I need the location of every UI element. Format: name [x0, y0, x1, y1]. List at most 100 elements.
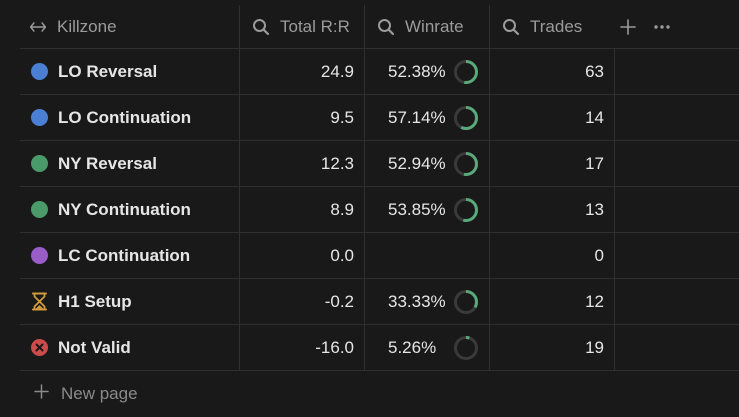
trades-cell[interactable]: 14	[490, 95, 615, 140]
trades-cell[interactable]: 19	[490, 325, 615, 370]
winrate-ring	[453, 59, 479, 85]
trades-cell[interactable]: 13	[490, 187, 615, 232]
trades-value: 17	[585, 153, 604, 173]
total-rr-value: -0.2	[324, 291, 354, 311]
total-rr-value: 24.9	[320, 61, 354, 81]
trades-value: 19	[585, 337, 604, 357]
search-icon	[252, 18, 270, 36]
table-row[interactable]: NY Continuation 8.9 53.85% 13	[20, 187, 739, 233]
trades-cell[interactable]: 63	[490, 49, 615, 94]
new-page-button[interactable]: New page	[20, 371, 739, 417]
winrate-value: 57.14%	[388, 107, 446, 127]
arrows-horizontal-icon	[29, 18, 47, 36]
trades-value: 0	[594, 245, 604, 265]
table-header: Killzone Total R:R Winrate Trades	[20, 5, 739, 49]
empty-cell	[615, 279, 739, 324]
empty-cell	[615, 187, 739, 232]
x-circle-icon	[31, 339, 48, 356]
total-rr-cell[interactable]: 12.3	[240, 141, 365, 186]
winrate-cell[interactable]: 52.38%	[365, 49, 490, 94]
table-row[interactable]: Not Valid -16.0 5.26% 19	[20, 325, 739, 371]
winrate-value: 52.38%	[388, 61, 446, 81]
killzone-cell[interactable]: NY Continuation	[20, 187, 240, 232]
winrate-value: 33.33%	[388, 291, 446, 311]
trades-value: 13	[585, 199, 604, 219]
total-rr-value: 9.5	[330, 107, 354, 127]
hourglass-icon	[31, 292, 48, 311]
search-icon	[502, 18, 520, 36]
winrate-cell[interactable]	[365, 233, 490, 278]
killzone-name: Not Valid	[58, 337, 131, 357]
killzone-cell[interactable]: Not Valid	[20, 325, 240, 370]
blue-dot	[31, 63, 48, 80]
column-header-winrate[interactable]: Winrate	[365, 5, 490, 48]
column-header-total-rr[interactable]: Total R:R	[240, 5, 365, 48]
total-rr-value: -16.0	[315, 337, 354, 357]
winrate-ring	[453, 335, 479, 361]
green-dot	[31, 201, 48, 218]
plus-icon[interactable]	[619, 18, 637, 36]
trades-cell[interactable]: 12	[490, 279, 615, 324]
plus-icon	[34, 384, 49, 404]
winrate-cell[interactable]: 5.26%	[365, 325, 490, 370]
total-rr-value: 0.0	[330, 245, 354, 265]
green-dot	[31, 155, 48, 172]
winrate-cell[interactable]: 52.94%	[365, 141, 490, 186]
trades-value: 12	[585, 291, 604, 311]
header-actions	[615, 5, 735, 48]
winrate-ring	[453, 289, 479, 315]
total-rr-cell[interactable]: -0.2	[240, 279, 365, 324]
more-icon[interactable]	[653, 18, 671, 36]
killzone-cell[interactable]: LO Continuation	[20, 95, 240, 140]
search-icon	[377, 18, 395, 36]
trades-value: 63	[585, 61, 604, 81]
empty-cell	[615, 325, 739, 370]
winrate-ring	[453, 197, 479, 223]
trades-cell[interactable]: 0	[490, 233, 615, 278]
column-header-killzone[interactable]: Killzone	[20, 5, 240, 48]
winrate-cell[interactable]: 57.14%	[365, 95, 490, 140]
winrate-cell[interactable]: 53.85%	[365, 187, 490, 232]
table-row[interactable]: NY Reversal 12.3 52.94% 17	[20, 141, 739, 187]
winrate-ring	[453, 105, 479, 131]
empty-cell	[615, 141, 739, 186]
trades-cell[interactable]: 17	[490, 141, 615, 186]
killzone-name: LC Continuation	[58, 245, 191, 265]
total-rr-cell[interactable]: 9.5	[240, 95, 365, 140]
table-body: LO Reversal 24.9 52.38% 63 LO Continuation 9.…	[20, 49, 739, 371]
column-header-label: Total R:R	[280, 16, 350, 36]
empty-cell	[615, 49, 739, 94]
killzone-cell[interactable]: LC Continuation	[20, 233, 240, 278]
winrate-value: 52.94%	[388, 153, 446, 173]
column-header-label: Trades	[530, 16, 583, 36]
killzone-name: NY Reversal	[58, 153, 157, 173]
table-row[interactable]: LC Continuation 0.0 0	[20, 233, 739, 279]
column-header-trades[interactable]: Trades	[490, 5, 615, 48]
killzone-cell[interactable]: NY Reversal	[20, 141, 240, 186]
empty-cell	[615, 95, 739, 140]
table-row[interactable]: LO Reversal 24.9 52.38% 63	[20, 49, 739, 95]
database-table: Killzone Total R:R Winrate Trades	[20, 5, 739, 417]
table-row[interactable]: LO Continuation 9.5 57.14% 14	[20, 95, 739, 141]
killzone-cell[interactable]: H1 Setup	[20, 279, 240, 324]
killzone-name: H1 Setup	[58, 291, 132, 311]
total-rr-value: 12.3	[320, 153, 354, 173]
killzone-cell[interactable]: LO Reversal	[20, 49, 240, 94]
killzone-name: LO Continuation	[58, 107, 192, 127]
total-rr-cell[interactable]: 0.0	[240, 233, 365, 278]
new-page-label: New page	[61, 384, 138, 403]
winrate-ring	[453, 151, 479, 177]
winrate-cell[interactable]: 33.33%	[365, 279, 490, 324]
total-rr-cell[interactable]: 24.9	[240, 49, 365, 94]
trades-value: 14	[585, 107, 604, 127]
table-row[interactable]: H1 Setup -0.2 33.33% 12	[20, 279, 739, 325]
blue-dot	[31, 109, 48, 126]
total-rr-cell[interactable]: -16.0	[240, 325, 365, 370]
winrate-value: 5.26%	[388, 337, 437, 357]
purple-dot	[31, 247, 48, 264]
total-rr-cell[interactable]: 8.9	[240, 187, 365, 232]
empty-cell	[615, 233, 739, 278]
winrate-value: 53.85%	[388, 199, 446, 219]
killzone-name: LO Reversal	[58, 61, 158, 81]
total-rr-value: 8.9	[330, 199, 354, 219]
